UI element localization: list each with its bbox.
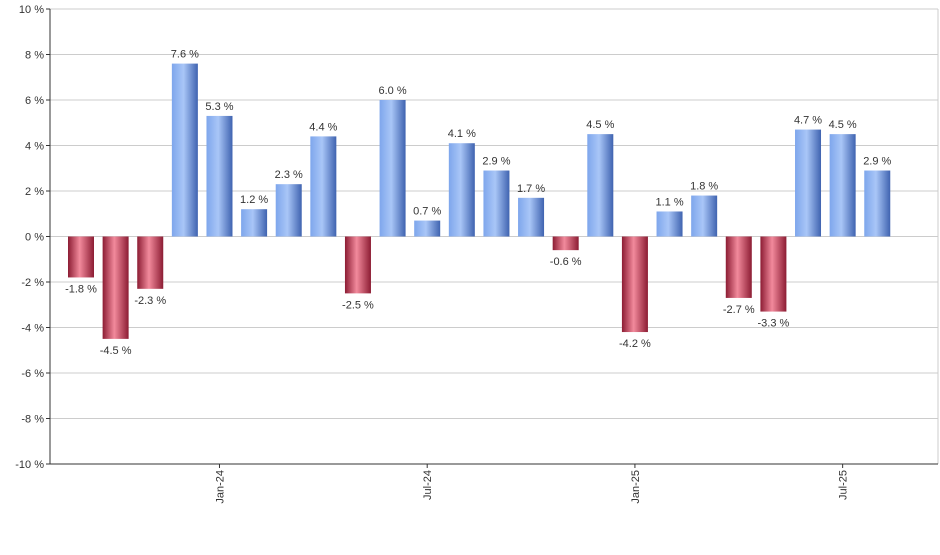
- bar-Sep-24: [483, 170, 510, 237]
- y-tick-label: -8 %: [21, 414, 44, 426]
- data-label: 1.8 %: [690, 181, 718, 193]
- bar-Sep-23: [68, 236, 94, 278]
- bars: [68, 63, 891, 339]
- data-label: 1.7 %: [517, 183, 545, 195]
- data-label: -2.5 %: [342, 299, 374, 311]
- bar-Jul-24: [414, 220, 441, 237]
- x-tick-label: Jul-24: [422, 470, 434, 500]
- bar-Jun-25: [795, 129, 822, 237]
- x-tick-label: Jan-25: [630, 470, 642, 504]
- bar-Dec-23: [171, 63, 198, 237]
- bar-Aug-25: [864, 170, 891, 237]
- data-label: 2.3 %: [275, 169, 303, 181]
- data-label: 2.9 %: [482, 156, 510, 168]
- y-tick-label: -4 %: [21, 323, 44, 335]
- bar-Mar-24: [275, 184, 302, 237]
- x-tick-label: Jul-25: [838, 470, 850, 500]
- bar-May-25: [760, 236, 787, 312]
- y-tick-label: 2 %: [25, 186, 44, 198]
- bar-Jan-24: [206, 115, 233, 237]
- data-label: 0.7 %: [413, 206, 441, 218]
- data-label: 7.6 %: [171, 49, 199, 61]
- y-tick-label: 8 %: [25, 50, 44, 62]
- y-tick-label: -10 %: [15, 459, 44, 471]
- bar-Nov-23: [137, 236, 164, 289]
- data-label: 2.9 %: [863, 156, 891, 168]
- data-label: 5.3 %: [205, 101, 233, 113]
- y-tick-label: -6 %: [21, 368, 44, 380]
- data-label: 1.2 %: [240, 194, 268, 206]
- data-label: 4.5 %: [586, 119, 614, 131]
- axes: 10 % 8 % 6 % 4 % 2 % 0 % -2 % -4 % -6 % -8 % -10 %…: [15, 4, 938, 504]
- data-label: 6.0 %: [379, 85, 407, 97]
- bar-Apr-25: [725, 236, 752, 298]
- y-tick-label: 10 %: [19, 4, 44, 16]
- data-label: -0.6 %: [550, 256, 582, 268]
- bar-Jan-25: [621, 236, 648, 333]
- y-tick-label: 4 %: [25, 141, 44, 153]
- bar-Jul-25: [829, 134, 856, 237]
- data-label: -2.7 %: [723, 304, 755, 316]
- bar-Oct-23: [102, 236, 129, 339]
- data-label: -4.2 %: [619, 338, 651, 350]
- y-tick-label: 6 %: [25, 95, 44, 107]
- bar-Feb-24: [241, 209, 268, 237]
- data-label: -2.3 %: [134, 295, 166, 307]
- bar-Mar-25: [691, 195, 718, 237]
- data-label: -1.8 %: [65, 283, 97, 295]
- data-label: 4.7 %: [794, 115, 822, 127]
- y-tick-label: 0 %: [25, 232, 44, 244]
- data-label: -4.5 %: [100, 345, 132, 357]
- data-label: 1.1 %: [655, 196, 683, 208]
- bar-Apr-24: [310, 136, 337, 237]
- data-label: 4.4 %: [309, 121, 337, 133]
- bar-Jun-24: [379, 100, 406, 237]
- bar-Aug-24: [448, 143, 475, 237]
- bar-Oct-24: [518, 197, 545, 237]
- data-label: 4.5 %: [829, 119, 857, 131]
- data-label: -3.3 %: [758, 318, 790, 330]
- bar-May-24: [344, 236, 371, 294]
- y-tick-label: -2 %: [21, 277, 44, 289]
- data-label: 4.1 %: [448, 128, 476, 140]
- x-tick-label: Jan-24: [214, 470, 226, 504]
- bar-Feb-25: [656, 211, 683, 237]
- data-labels: -1.8 % -4.5 % -2.3 % 7.6 % 5.3 % 1.2 % 2.3 % 4.…: [65, 49, 891, 357]
- bar-Dec-24: [587, 134, 614, 237]
- bar-Nov-24: [552, 236, 579, 251]
